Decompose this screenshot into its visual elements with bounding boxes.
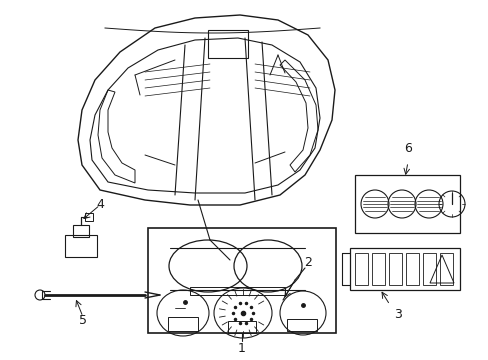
Bar <box>388 253 401 285</box>
Bar <box>190 287 285 295</box>
Text: 6: 6 <box>403 141 411 154</box>
Bar <box>85 213 93 221</box>
Text: 3: 3 <box>393 309 401 321</box>
Bar <box>422 253 435 285</box>
Bar <box>354 175 459 233</box>
Bar <box>439 253 452 285</box>
Bar <box>168 317 198 331</box>
Bar <box>65 235 97 257</box>
Bar <box>148 228 335 333</box>
Bar <box>371 253 384 285</box>
Text: 4: 4 <box>96 198 104 211</box>
Bar <box>227 321 256 333</box>
Text: 1: 1 <box>238 342 245 355</box>
Text: 5: 5 <box>79 314 87 327</box>
Bar <box>405 253 418 285</box>
Bar <box>207 30 247 58</box>
Bar <box>73 225 89 237</box>
Bar <box>354 253 367 285</box>
Bar <box>286 319 316 331</box>
Text: 2: 2 <box>304 256 311 269</box>
Bar <box>349 248 459 290</box>
